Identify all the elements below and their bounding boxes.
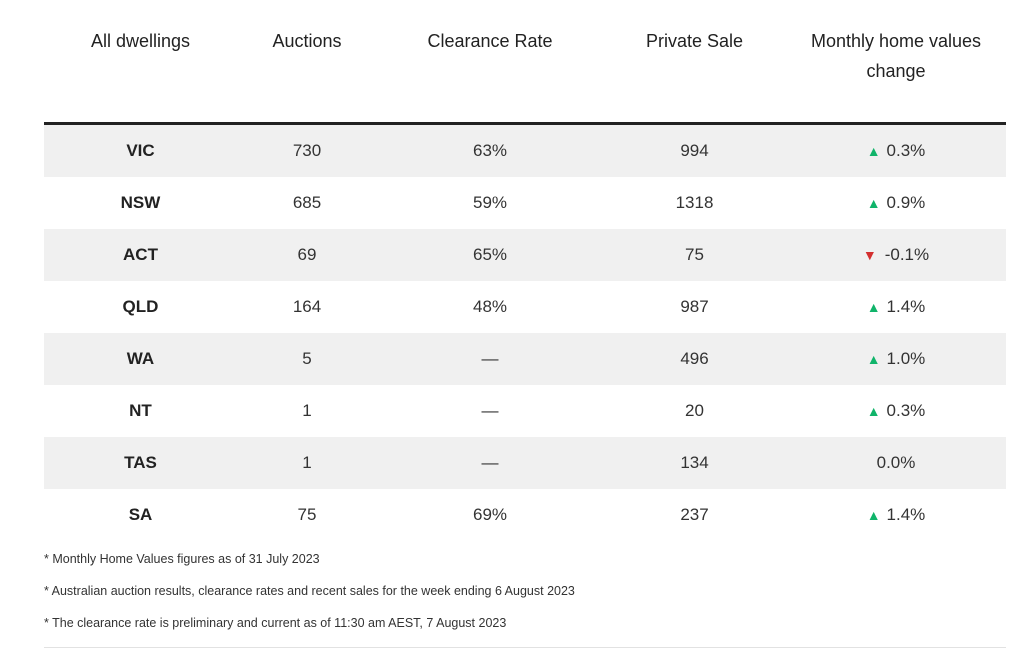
change-value: 0.3% — [886, 141, 926, 160]
footnote: * Australian auction results, clearance … — [44, 584, 575, 598]
footnote: * The clearance rate is preliminary and … — [44, 616, 507, 630]
table-row: NSW 685 59% 1318 ▲ 0.9% — [44, 177, 1006, 229]
monthly-change-cell: ▲ 1.0% — [786, 333, 1006, 385]
table-body: VIC 730 63% 994 ▲ 0.3% NSW 685 59% 1318 ▲ 0.9% ACT 69… — [44, 123, 1006, 542]
table-row: SA 75 69% 237 ▲ 1.4% — [44, 489, 1006, 541]
change-value: 1.4% — [886, 505, 926, 524]
triangle-up-icon: ▲ — [866, 507, 881, 523]
triangle-up-icon: ▲ — [866, 299, 881, 315]
divider — [44, 647, 1006, 648]
auctions-cell: 5 — [237, 333, 377, 385]
private-sale-cell: 987 — [680, 297, 709, 316]
triangle-up-icon: ▲ — [866, 351, 881, 367]
footnote: * Monthly Home Values figures as of 31 J… — [44, 552, 320, 566]
change-value: 0.9% — [886, 193, 926, 212]
table-header: All dwellings Auctions Clearance Rate Pr… — [44, 0, 1006, 125]
table-row: VIC 730 63% 994 ▲ 0.3% — [44, 123, 1006, 177]
private-sale-cell: 994 — [603, 123, 786, 177]
state-cell: QLD — [122, 297, 159, 316]
private-sale-cell: 237 — [680, 505, 709, 524]
auctions-cell: 685 — [292, 193, 322, 212]
auctions-cell: 730 — [237, 123, 377, 177]
triangle-up-icon: ▲ — [866, 403, 881, 419]
monthly-change-cell: ▲ 0.3% — [786, 385, 1006, 437]
state-cell: WA — [44, 333, 237, 385]
column-header-monthly-change: Monthly home values change — [786, 0, 1006, 125]
monthly-change-cell: 0.0% — [786, 437, 1006, 489]
state-cell: SA — [128, 505, 153, 524]
clearance-rate-cell: 63% — [377, 123, 603, 177]
monthly-change-cell: ▼ -0.1% — [786, 229, 1006, 281]
change-value: 1.0% — [886, 349, 926, 368]
private-sale-cell: 75 — [603, 229, 786, 281]
auction-results-table-container: All dwellings Auctions Clearance Rate Pr… — [44, 0, 1006, 541]
table-row: QLD 164 48% 987 ▲ 1.4% — [44, 281, 1006, 333]
monthly-change-cell: ▲ 0.9% — [786, 177, 1006, 229]
change-value: 0.3% — [886, 401, 926, 420]
state-cell: NSW — [120, 193, 161, 212]
clearance-rate-cell: 65% — [377, 229, 603, 281]
change-value: 1.4% — [886, 297, 926, 316]
table-row: TAS 1—134 0.0% — [44, 437, 1006, 489]
auctions-cell: 164 — [292, 297, 322, 316]
triangle-up-icon: ▲ — [866, 195, 881, 211]
monthly-change-cell: ▲ 0.3% — [786, 123, 1006, 177]
auctions-cell: 1 — [302, 401, 312, 420]
triangle-down-icon: ▼ — [862, 247, 877, 263]
change-value: 0.0% — [876, 453, 916, 472]
private-sale-cell: 1318 — [675, 193, 714, 212]
private-sale-cell: 134 — [603, 437, 786, 489]
auctions-cell: 1 — [237, 437, 377, 489]
state-cell: NT — [129, 401, 152, 420]
clearance-rate-cell: 59% — [472, 193, 508, 212]
table-row: NT 1 — 20 ▲ 0.3% — [44, 385, 1006, 437]
clearance-rate-cell: — — [377, 333, 603, 385]
auctions-cell: 69 — [237, 229, 377, 281]
footnotes: * Monthly Home Values figures as of 31 J… — [44, 548, 1006, 644]
private-sale-cell: 496 — [603, 333, 786, 385]
private-sale-cell: 20 — [685, 401, 704, 420]
state-cell: ACT — [44, 229, 237, 281]
auction-results-table: All dwellings Auctions Clearance Rate Pr… — [44, 0, 1006, 541]
header-row: All dwellings Auctions Clearance Rate Pr… — [44, 0, 1006, 125]
table-row: ACT 69 65% 75 ▼ -0.1% — [44, 229, 1006, 281]
column-header-clearance-rate: Clearance Rate — [377, 0, 603, 125]
state-cell: VIC — [44, 123, 237, 177]
clearance-rate-cell: — — [377, 437, 603, 489]
auctions-cell: 75 — [297, 505, 317, 524]
triangle-up-icon: ▲ — [866, 143, 881, 159]
monthly-change-cell: ▲ 1.4% — [786, 489, 1006, 541]
column-header-dwellings: All dwellings — [44, 0, 237, 125]
clearance-rate-cell: 48% — [472, 297, 508, 316]
state-cell: TAS — [44, 437, 237, 489]
column-header-auctions: Auctions — [237, 0, 377, 125]
table-row: WA 5—496 ▲ 1.0% — [44, 333, 1006, 385]
clearance-rate-cell: — — [481, 401, 499, 420]
monthly-change-cell: ▲ 1.4% — [786, 281, 1006, 333]
clearance-rate-cell: 69% — [472, 505, 508, 524]
change-value: -0.1% — [884, 245, 930, 264]
column-header-private-sale: Private Sale — [603, 0, 786, 125]
